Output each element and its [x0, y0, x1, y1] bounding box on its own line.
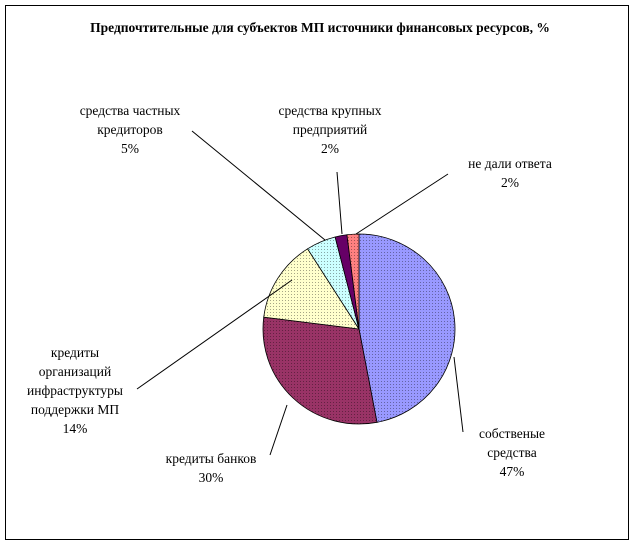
slice-6-texture [346, 234, 359, 329]
slice-3-percent-label: 14% [63, 421, 88, 436]
slice-3-texture [263, 248, 359, 329]
slice-4-name-label: кредиторов [97, 122, 163, 137]
slice-3-name-label: поддержки МП [31, 402, 120, 417]
slice-1-texture [359, 234, 456, 423]
slice-4-texture [307, 236, 359, 329]
slice-1-name-label: собственые [479, 426, 545, 441]
slice-3-name-label: организаций [39, 364, 111, 379]
slice-5-percent-label: 2% [321, 141, 339, 156]
slice-2-leader-line [269, 404, 288, 456]
slice-5-leader-line [336, 171, 343, 235]
slice-1-percent-label: 47% [500, 464, 525, 479]
slice-1-name-label: средства [487, 445, 537, 460]
slice-6-name-label: не дали ответа [468, 156, 552, 171]
slice-4-name-label: средства частных [80, 103, 181, 118]
slice-3-name-label: инфраструктуры [27, 383, 123, 398]
slice-3-name-label: кредиты [51, 345, 99, 360]
slice-4-percent-label: 5% [121, 141, 139, 156]
slice-2-texture [263, 317, 377, 424]
slice-5-name-label: предприятий [293, 122, 367, 137]
slice-4-leader-line [191, 130, 326, 241]
slice-2-name-label: кредиты банков [166, 451, 257, 466]
slice-5-name-label: средства крупных [278, 103, 381, 118]
slice-3-leader-line [136, 279, 293, 390]
slice-2-percent-label: 30% [199, 470, 224, 485]
chart-title: Предпочтительные для субъектов МП источн… [90, 20, 550, 35]
slice-1-leader-line [453, 356, 464, 433]
slice-6-percent-label: 2% [501, 175, 519, 190]
slice-6-leader-line [355, 173, 449, 235]
